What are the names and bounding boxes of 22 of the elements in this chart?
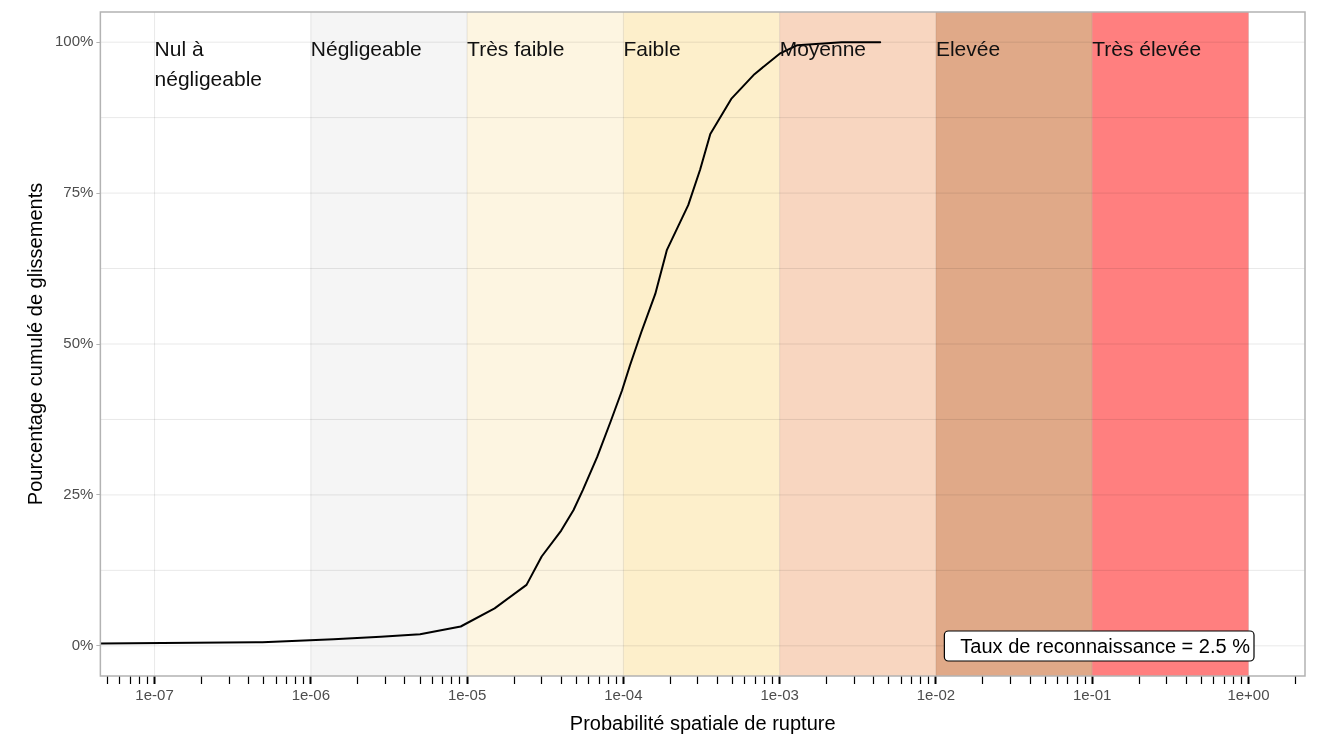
y-tick-label: 50% [63,334,94,352]
y-tick-label: 0% [71,635,94,653]
x-tick-label: 1e-02 [916,686,956,704]
x-axis-title: Probabilité spatiale de rupture [569,711,836,734]
x-tick-label: 1e-03 [760,686,799,704]
band-label: Très élevée [1092,37,1202,61]
y-tick-label: 100% [54,32,94,50]
x-tick-label: 1e-05 [447,686,487,704]
y-tick-label: 75% [63,183,94,201]
y-axis-title: Pourcentage cumulé de glissements [23,182,46,506]
annotation: Nul à négligeable [154,37,262,91]
band-label: Très faible [467,37,565,61]
x-tick-label: 1e+00 [1227,686,1270,704]
band-label: Négligeable [310,37,422,61]
x-tick-label: 1e-01 [1073,686,1112,704]
band-label: Faible [623,37,681,61]
x-tick-label: 1e-04 [604,686,643,704]
x-tick-label: 1e-06 [291,686,331,704]
y-tick-label: 25% [63,485,94,503]
band-label: Elevée [935,37,1001,61]
x-tick-label: 1e-07 [135,686,174,704]
annotation: Taux de reconnaissance = 2.5 % [960,634,1251,657]
